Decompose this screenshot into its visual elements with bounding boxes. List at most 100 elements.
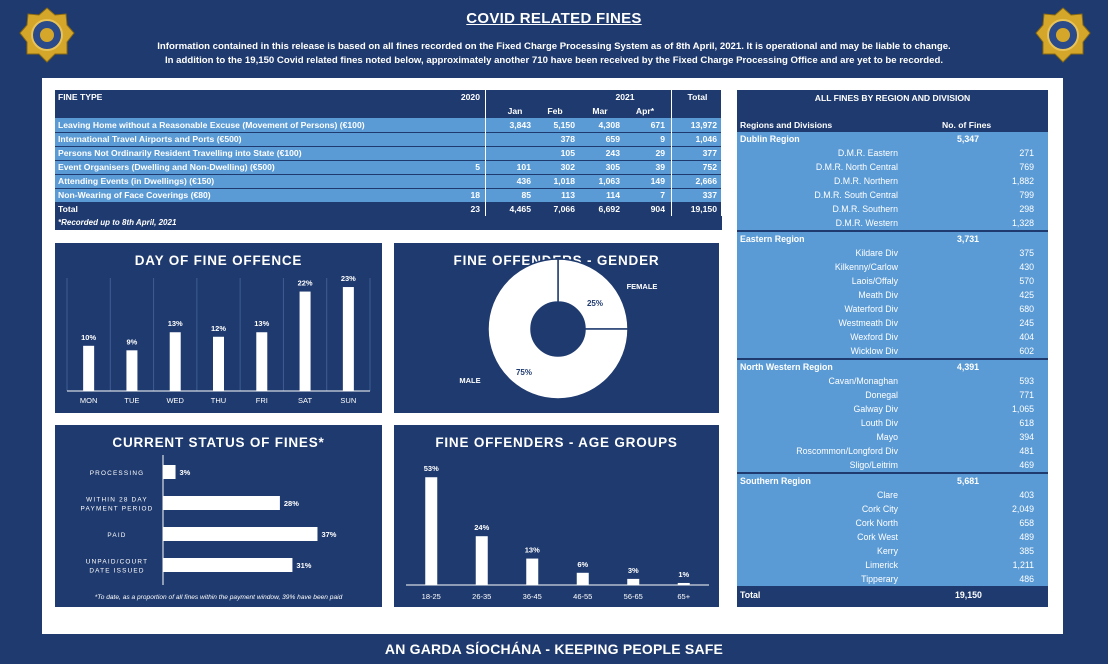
garda-crest-left-icon bbox=[18, 6, 76, 64]
regions-table: ALL FINES BY REGION AND DIVISION Regions… bbox=[737, 90, 1048, 607]
data-label: 6% bbox=[577, 560, 588, 569]
col-fine-type: FINE TYPE bbox=[58, 92, 103, 102]
col-feb: Feb bbox=[547, 106, 563, 116]
region-header-value: 4,391 bbox=[957, 362, 980, 372]
legend-label: FEMALE bbox=[627, 282, 658, 291]
region-header-name: Eastern Region bbox=[740, 234, 805, 244]
division-row-value: 771 bbox=[1019, 390, 1034, 400]
fines-table: FINE TYPE 2020 2021 Total Jan Feb Mar Ap… bbox=[55, 90, 722, 230]
region-header: Southern Region 5,681 bbox=[737, 474, 1048, 488]
division-row-value: 375 bbox=[1019, 248, 1034, 258]
divider bbox=[671, 90, 672, 216]
bar bbox=[169, 332, 181, 391]
fines-cell-y2020 bbox=[440, 118, 480, 132]
bar bbox=[256, 332, 268, 391]
fines-cell-apr: 9 bbox=[660, 134, 665, 144]
division-row: Donegal 771 bbox=[737, 388, 1048, 402]
division-row: Clare 403 bbox=[737, 488, 1048, 502]
fines-cell-y2020: 18 bbox=[470, 190, 480, 200]
division-row-value: 680 bbox=[1019, 304, 1034, 314]
footer-slogan: AN GARDA SÍOCHÁNA - KEEPING PEOPLE SAFE bbox=[384, 641, 724, 657]
division-row-name: Meath Div bbox=[858, 290, 898, 300]
fines-cell-total: 377 bbox=[702, 148, 717, 158]
division-row-name: D.M.R. South Central bbox=[814, 190, 898, 200]
region-separator bbox=[737, 472, 1048, 473]
division-row: D.M.R. North Central 769 bbox=[737, 160, 1048, 174]
region-block bbox=[737, 360, 1048, 472]
bar bbox=[342, 287, 354, 391]
division-row-value: 658 bbox=[1019, 518, 1034, 528]
division-row-value: 394 bbox=[1019, 432, 1034, 442]
fines-cell-y2020 bbox=[440, 147, 480, 161]
division-row-name: Cork City bbox=[861, 504, 898, 514]
tick-label: SUN bbox=[340, 396, 356, 405]
division-row: Roscommon/Longford Div 481 bbox=[737, 444, 1048, 458]
tick-label: 65+ bbox=[677, 592, 690, 601]
division-row: D.M.R. Northern 1,882 bbox=[737, 174, 1048, 188]
regions-total-label: Total bbox=[740, 590, 761, 600]
division-row: Mayo 394 bbox=[737, 430, 1048, 444]
fines-cell-feb: 1,018 bbox=[553, 176, 575, 186]
col-2020: 2020 bbox=[460, 92, 480, 102]
fines-cell-feb: 105 bbox=[560, 148, 575, 158]
fines-cell-feb: 5,150 bbox=[553, 120, 575, 130]
fines-cell-feb: 378 bbox=[560, 134, 575, 144]
bar bbox=[126, 350, 138, 391]
tick-label: MON bbox=[80, 396, 98, 405]
pie-slice bbox=[487, 258, 629, 400]
col-total: Total bbox=[687, 92, 708, 102]
fines-cell-type: Event Organisers (Dwelling and Non-Dwell… bbox=[58, 162, 275, 172]
fines-row: Persons Not Ordinarily Resident Travelli… bbox=[55, 146, 722, 160]
data-label: 53% bbox=[424, 464, 439, 473]
division-row-value: 593 bbox=[1019, 376, 1034, 386]
page-title: COVID RELATED FINES bbox=[466, 10, 642, 27]
day-of-offence-chart: 10% MON 9% TUE 13% WED 12% THU 13% FRI 22% SAT 23% SU… bbox=[66, 274, 371, 405]
total-jan: 4,465 bbox=[509, 204, 531, 214]
recorded-note: *Recorded up to 8th April, 2021 bbox=[58, 218, 177, 227]
bar bbox=[83, 345, 95, 391]
fines-row: Attending Events (in Dwellings) (€150) 43… bbox=[55, 174, 722, 188]
division-row-value: 469 bbox=[1019, 460, 1034, 470]
division-row: Kerry 385 bbox=[737, 544, 1048, 558]
regions-total-value: 19,150 bbox=[955, 590, 982, 600]
division-row-name: D.M.R. Northern bbox=[833, 176, 898, 186]
fines-cell-mar: 305 bbox=[605, 162, 620, 172]
region-header: Dublin Region 5,347 bbox=[737, 132, 1048, 146]
fines-cell-type: Leaving Home without a Reasonable Excuse… bbox=[58, 120, 365, 130]
tick-label: 36-45 bbox=[523, 592, 542, 601]
tick-label: 46-55 bbox=[573, 592, 592, 601]
col-apr: Apr* bbox=[635, 106, 655, 116]
fines-cell-apr: 671 bbox=[650, 120, 665, 130]
fines-cell-apr: 7 bbox=[660, 190, 665, 200]
col-jan: Jan bbox=[507, 106, 523, 116]
division-row-value: 271 bbox=[1019, 148, 1034, 158]
data-label: 13% bbox=[168, 319, 183, 328]
fines-table-months: Jan Feb Mar Apr* bbox=[55, 104, 722, 118]
tick-label: WED bbox=[166, 396, 184, 405]
header-info-line-1: Information contained in this release is… bbox=[157, 41, 951, 52]
division-row: Galway Div 1,065 bbox=[737, 402, 1048, 416]
tick-label: 26-35 bbox=[472, 592, 491, 601]
fines-cell-jan bbox=[495, 133, 531, 147]
fines-cell-mar: 4,308 bbox=[598, 120, 620, 130]
data-label: 22% bbox=[298, 279, 313, 288]
total-label: Total bbox=[58, 204, 78, 214]
division-row-name: Kildare Div bbox=[855, 248, 898, 258]
fines-cell-total: 337 bbox=[702, 190, 717, 200]
division-row: Waterford Div 680 bbox=[737, 302, 1048, 316]
division-row: D.M.R. Southern 298 bbox=[737, 202, 1048, 216]
fines-row: Event Organisers (Dwelling and Non-Dwell… bbox=[55, 160, 722, 174]
division-row-name: Wicklow Div bbox=[850, 346, 898, 356]
gender-panel: FINE OFFENDERS - GENDER 25% 75% FEMALE MALE bbox=[394, 243, 719, 413]
bar bbox=[163, 527, 318, 541]
region-header-name: Dublin Region bbox=[740, 134, 800, 144]
fines-cell-apr: 149 bbox=[650, 176, 665, 186]
fines-cell-jan: 85 bbox=[521, 190, 531, 200]
division-row-value: 2,049 bbox=[1011, 504, 1034, 514]
bar bbox=[299, 291, 311, 391]
data-label: 75% bbox=[516, 368, 532, 377]
fines-cell-feb: 302 bbox=[560, 162, 575, 172]
division-row-value: 481 bbox=[1019, 446, 1034, 456]
fines-cell-total: 1,046 bbox=[695, 134, 717, 144]
fines-row: Leaving Home without a Reasonable Excuse… bbox=[55, 118, 722, 132]
